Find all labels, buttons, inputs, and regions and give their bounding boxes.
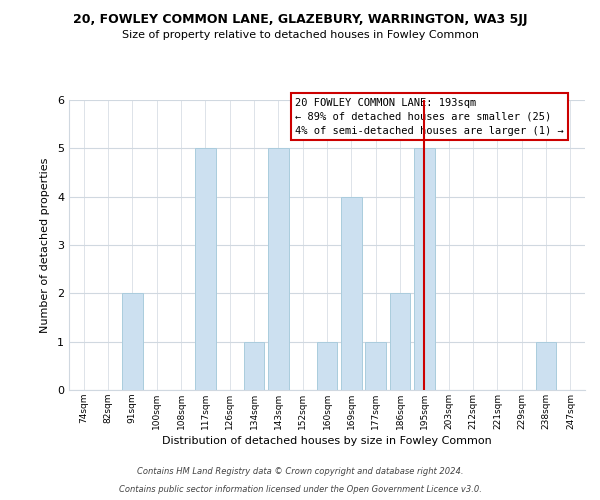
Bar (536, 342, 556, 390)
Y-axis label: Number of detached properties: Number of detached properties (40, 158, 50, 332)
Bar (341, 196, 362, 390)
Bar (244, 342, 265, 390)
Text: Contains HM Land Registry data © Crown copyright and database right 2024.: Contains HM Land Registry data © Crown c… (137, 467, 463, 476)
X-axis label: Distribution of detached houses by size in Fowley Common: Distribution of detached houses by size … (162, 436, 492, 446)
Bar (122, 294, 143, 390)
Bar (317, 342, 337, 390)
Text: Contains public sector information licensed under the Open Government Licence v3: Contains public sector information licen… (119, 485, 481, 494)
Text: Size of property relative to detached houses in Fowley Common: Size of property relative to detached ho… (121, 30, 479, 40)
Text: 20 FOWLEY COMMON LANE: 193sqm
← 89% of detached houses are smaller (25)
4% of se: 20 FOWLEY COMMON LANE: 193sqm ← 89% of d… (295, 98, 564, 136)
Bar (195, 148, 215, 390)
Text: 20, FOWLEY COMMON LANE, GLAZEBURY, WARRINGTON, WA3 5JJ: 20, FOWLEY COMMON LANE, GLAZEBURY, WARRI… (73, 12, 527, 26)
Bar (268, 148, 289, 390)
Bar (389, 294, 410, 390)
Bar (365, 342, 386, 390)
Bar (414, 148, 435, 390)
